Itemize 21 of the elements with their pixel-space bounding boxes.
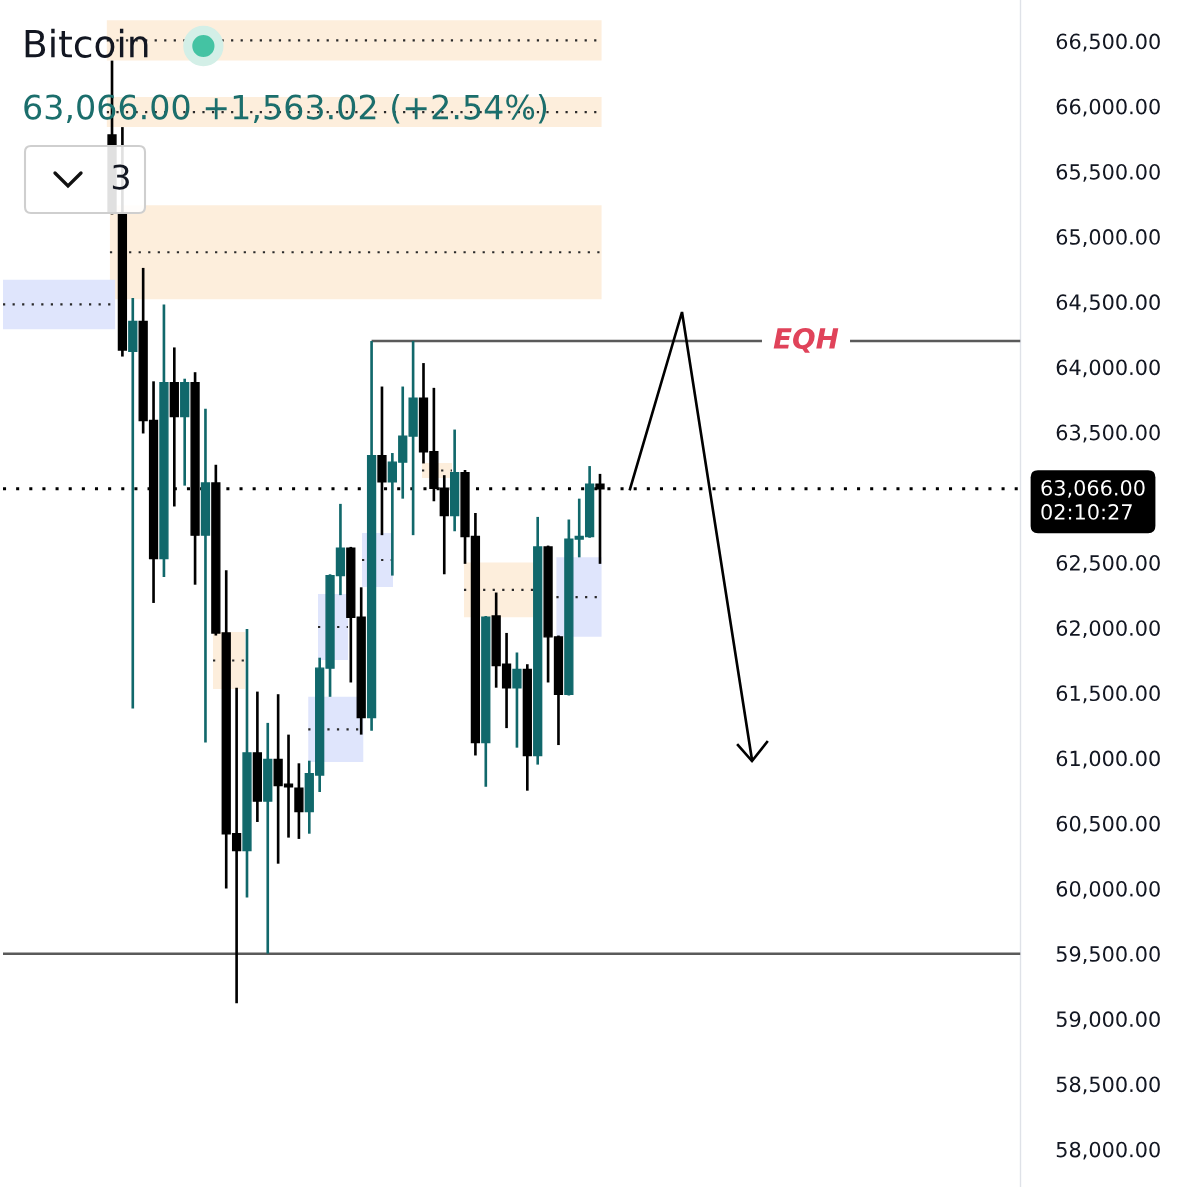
y-tick-label: 59,000.00 <box>1056 1011 1160 1030</box>
y-tick-label: 62,500.00 <box>1056 554 1160 573</box>
text: Bitcoin <box>25 28 148 58</box>
y-tick-label: 63,500.00 <box>1056 424 1160 443</box>
y-tick-label: 60,000.00 <box>1056 880 1160 899</box>
y-tick-label: 58,000.00 <box>1056 1141 1160 1160</box>
ref-line-label: 63,066.00 02:10:27 <box>1041 479 1145 520</box>
y-tick-label: 66,000.00 <box>1056 98 1160 117</box>
y-tick-label: 64,000.00 <box>1056 359 1160 378</box>
y-tick-label: 59,500.00 <box>1056 946 1160 964</box>
y-tick-label: 62,000.00 <box>1056 620 1160 639</box>
y-tick-label: 60,500.00 <box>1056 815 1160 834</box>
y-tick-label: 61,500.00 <box>1056 685 1160 704</box>
y-tick-label: 58,500.00 <box>1056 1076 1160 1095</box>
y-tick-label: 64,500.00 <box>1056 294 1160 313</box>
y-tick-label: 65,000.00 <box>1056 229 1160 247</box>
ref-line-label: EQH <box>773 327 839 353</box>
annotation: 3 <box>112 164 129 190</box>
y-tick-label: 61,000.00 <box>1056 750 1160 769</box>
y-tick-label: 66,500.00 <box>1056 33 1160 52</box>
y-tick-label: 65,500.00 <box>1056 163 1160 182</box>
